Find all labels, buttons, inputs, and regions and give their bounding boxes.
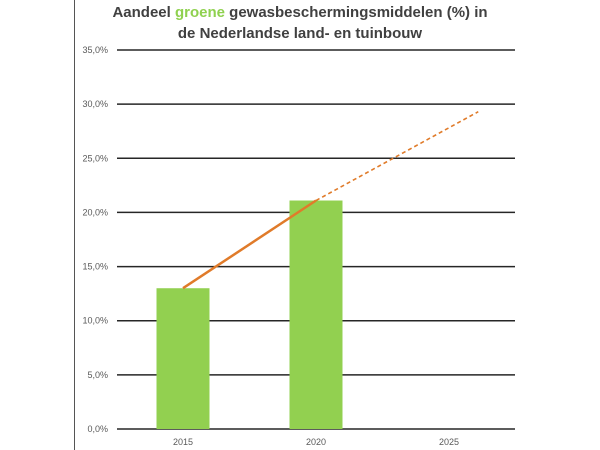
y-tick-label: 30,0% [82, 99, 108, 109]
x-tick-label: 2020 [306, 437, 326, 447]
y-tick-label: 10,0% [82, 316, 108, 326]
title-line-2: de Nederlandse land- en tuinbouw [177, 25, 423, 42]
bar-2020 [289, 200, 343, 429]
y-tick-label: 0,0% [87, 424, 108, 434]
title-part-green: groene [174, 4, 225, 21]
x-tick-label: 2015 [173, 437, 193, 447]
trendline-solid [182, 199, 317, 290]
chart-title: Aandeel groene gewasbeschermingsmiddelen… [75, 2, 525, 44]
bar-2015 [156, 288, 210, 429]
y-tick-label: 15,0% [82, 262, 108, 272]
left-border [74, 0, 75, 450]
y-tick-label: 20,0% [82, 207, 108, 217]
x-tick-label: 2025 [439, 437, 459, 447]
y-tick-label: 25,0% [82, 153, 108, 163]
y-tick-label: 35,0% [82, 45, 108, 55]
y-tick-label: 5,0% [87, 370, 108, 380]
title-part-1: Aandeel [112, 4, 175, 21]
title-part-3: gewasbeschermingsmiddelen (%) in [224, 4, 488, 21]
trendline-projection [315, 111, 479, 202]
